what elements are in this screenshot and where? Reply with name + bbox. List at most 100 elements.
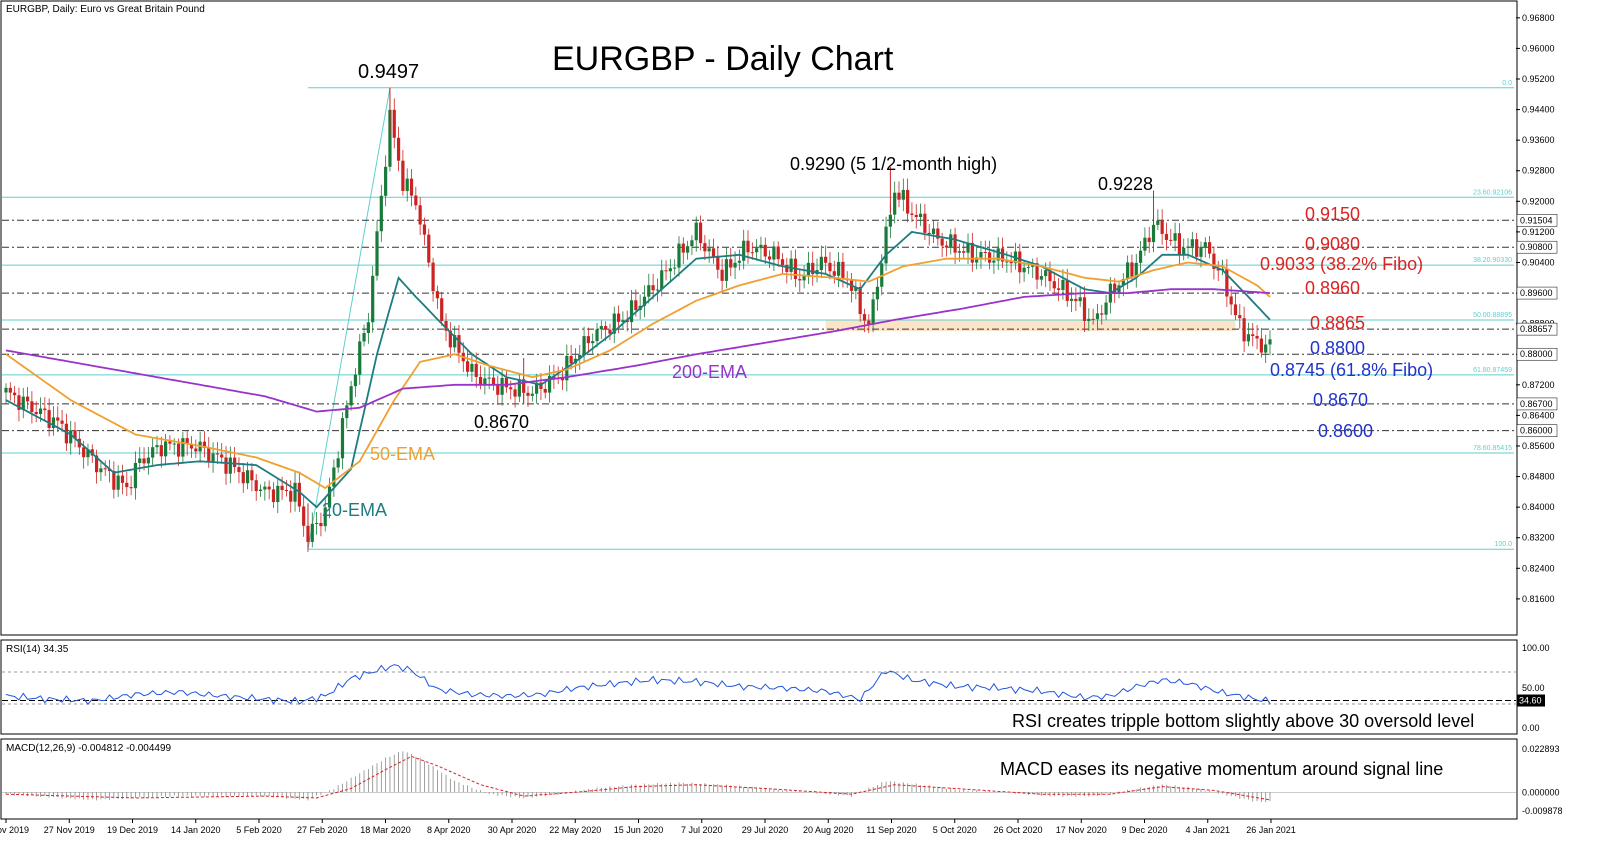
candle-body [401, 160, 405, 191]
main-panel-frame [0, 0, 1518, 636]
candle-body [914, 214, 918, 218]
candle-body [737, 260, 741, 263]
candle-body [509, 387, 513, 390]
annotation-sup-1: 0.8800 [1310, 338, 1365, 358]
annotation-ema50: 50-EMA [370, 444, 435, 464]
candle-body [146, 457, 150, 464]
candle-body [634, 300, 638, 311]
candle-body [142, 458, 146, 464]
candle-body [1100, 313, 1104, 315]
candle-body [133, 462, 138, 489]
symbol-info: EURGBP, Daily: Euro vs Great Britain Pou… [6, 4, 205, 15]
candle-body [582, 336, 586, 355]
date-label: 4 Jan 2021 [1185, 825, 1230, 835]
y-tick-label: 0.96000 [1522, 43, 1555, 53]
candle-body [927, 232, 931, 235]
rsi-line [5, 664, 1271, 706]
candle-body [578, 354, 582, 359]
macd-annotation: MACD eases its negative momentum around … [1000, 759, 1443, 779]
rsi-panel: 100.00 50.00 0.00 34.60 [2, 643, 1550, 733]
fibonacci-label: 23.60.92106 [1473, 189, 1512, 196]
candle-body [271, 489, 276, 503]
candle-body [785, 265, 789, 272]
candle-body [241, 472, 245, 484]
macd-panel: 0.022893 0.000000 -0.009878 [2, 744, 1563, 816]
fibonacci-label: 61.80.87459 [1473, 367, 1512, 374]
candle-body [73, 430, 77, 439]
y-tick-label: 0.83200 [1522, 533, 1555, 543]
date-label: 8 Apr 2020 [427, 825, 471, 835]
candle-body [824, 256, 828, 263]
candle-body [1104, 302, 1108, 315]
candle-body [1242, 318, 1246, 342]
candle-body [970, 242, 974, 263]
candle-body [802, 275, 806, 281]
candle-body [1126, 262, 1130, 280]
candle-body [349, 386, 353, 406]
candle-body [116, 475, 120, 490]
candle-body [388, 109, 392, 167]
rsi-tick-label: 50.00 [1522, 683, 1545, 693]
candle-body [1173, 233, 1177, 241]
date-label: 29 Jul 2020 [742, 825, 789, 835]
candle-body [168, 441, 172, 444]
date-axis: 5 Nov 2019 27 Nov 2019 19 Dec 2019 14 Jan 2… [0, 819, 1296, 835]
y-tick-label: 0.84000 [1522, 502, 1555, 512]
candle-body [465, 361, 470, 372]
candle-body [366, 322, 370, 334]
candle-body [1229, 296, 1233, 305]
rsi-tick-label: 0.00 [1522, 723, 1540, 733]
candle-body [535, 382, 539, 394]
candle-body [176, 443, 181, 457]
y-tick-label: 0.92800 [1522, 166, 1555, 176]
rsi-value-tag-box [1517, 694, 1545, 707]
fibonacci-trendline [307, 87, 391, 550]
candle-body [1005, 261, 1009, 263]
candle-body [1251, 334, 1255, 336]
y-tick-label: 0.85600 [1522, 441, 1555, 451]
candle-body [405, 178, 409, 191]
candle-body [729, 259, 733, 268]
candle-body [1026, 266, 1031, 268]
candle-body [1216, 268, 1220, 271]
candle-body [1134, 262, 1138, 277]
candle-body [185, 438, 189, 445]
candle-body [440, 298, 444, 321]
candle-body [207, 447, 211, 462]
candle-body [181, 438, 185, 457]
candle-body [289, 490, 293, 502]
date-label: 15 Jun 2020 [614, 825, 664, 835]
candle-body [215, 453, 219, 455]
candle-body [944, 245, 949, 248]
rsi-title: RSI(14) 34.35 [6, 644, 69, 655]
candle-body [724, 259, 729, 281]
candle-body [1082, 297, 1087, 321]
candle-body [254, 480, 258, 492]
candle-body [1182, 247, 1186, 256]
candle-body [595, 329, 599, 342]
candle-body [591, 341, 595, 344]
level-tag-box [1516, 347, 1558, 361]
date-label: 19 Dec 2019 [107, 825, 158, 835]
date-label: 14 Jan 2020 [171, 825, 221, 835]
candle-body [21, 396, 25, 410]
annotation-low-1: 0.8670 [474, 412, 529, 432]
candle-body [1264, 344, 1268, 353]
candle-body [164, 441, 168, 457]
candle-body [906, 189, 910, 214]
candle-body [43, 408, 47, 411]
candle-body [129, 487, 133, 489]
candle-body [25, 396, 30, 402]
candle-body [621, 320, 625, 322]
candle-body [1022, 267, 1026, 273]
candle-body [940, 238, 944, 246]
candle-body [1143, 237, 1147, 251]
candle-body [992, 260, 996, 263]
candle-body [513, 389, 517, 397]
candle-body [487, 377, 491, 379]
candle-body [258, 489, 263, 492]
candle-body [1074, 298, 1078, 302]
candle-body [220, 454, 224, 458]
candle-body [276, 485, 280, 503]
